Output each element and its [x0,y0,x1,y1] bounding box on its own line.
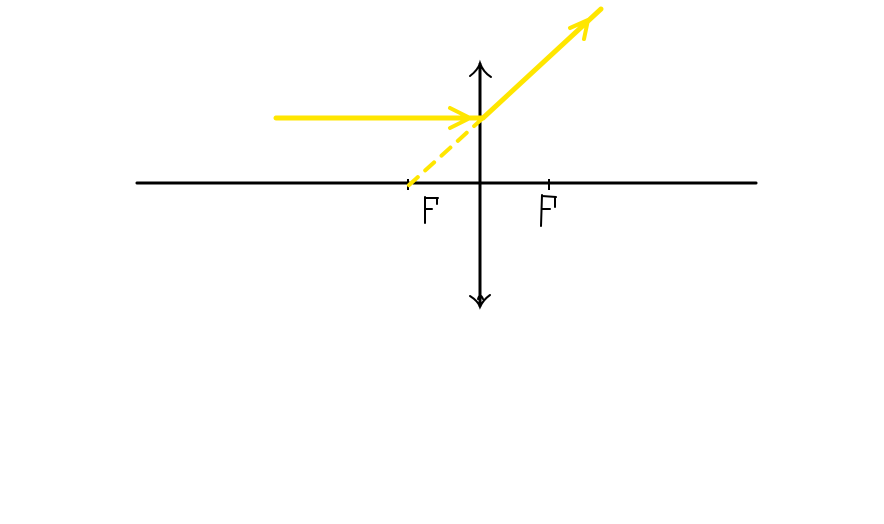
focal-label-right [541,195,556,226]
refracted-ray [483,9,601,118]
virtual-ray [408,118,483,186]
focal-label-left [425,197,438,223]
